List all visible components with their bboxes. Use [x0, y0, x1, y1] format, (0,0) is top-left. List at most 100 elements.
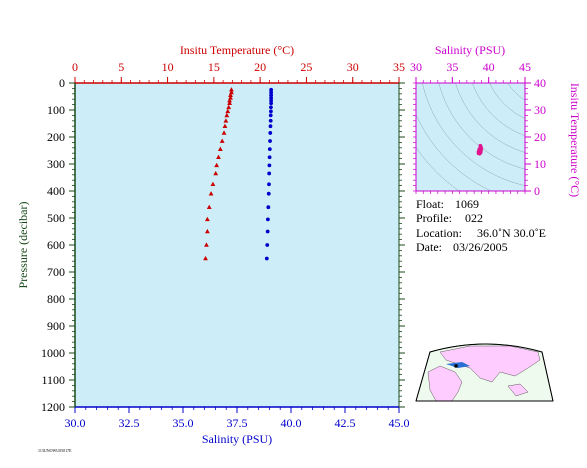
salinity-point — [265, 229, 270, 234]
temperature-point — [214, 162, 220, 168]
temperature-point — [203, 255, 208, 261]
ts-y-tick-label: 40 — [534, 76, 546, 90]
pressure-tick-label: 1200 — [41, 400, 65, 414]
salinity-point — [265, 243, 270, 247]
date-value: 03/26/2005 — [453, 240, 508, 254]
salinity-point — [267, 182, 271, 187]
salinity-point — [269, 93, 274, 98]
salinity-point — [267, 163, 272, 168]
temperature-point — [219, 138, 225, 143]
salinity-point — [269, 98, 274, 103]
location-map — [415, 343, 554, 402]
temperature-point — [208, 191, 214, 196]
pressure-tick-label: 800 — [47, 292, 65, 306]
salinity-axis-title: Salinity (PSU) — [202, 432, 272, 446]
footer-code: 113UNOWU05017E — [38, 448, 72, 453]
salinity-point — [268, 124, 273, 129]
pressure-tick-label: 200 — [47, 130, 65, 144]
salinity-point — [268, 118, 273, 123]
float-info: Float: 1069 Profile: 022 Location: 36.0˚… — [416, 197, 546, 254]
temperature-tick-label: 25 — [300, 60, 312, 74]
pressure-tick-label: 300 — [47, 157, 65, 171]
salinity-point — [269, 87, 274, 92]
salinity-tick-label: 37.5 — [227, 416, 248, 430]
salinity-tick-label: 40.0 — [281, 416, 302, 430]
temperature-point — [225, 108, 231, 114]
pressure-tick-label: 1000 — [41, 346, 65, 360]
ts-temperature-axis-title: Insitu Temperature (°C) — [568, 83, 582, 197]
ts-point — [478, 143, 483, 148]
date-label: Date: — [416, 240, 442, 254]
float-value: 1069 — [455, 197, 479, 211]
salinity-point — [269, 90, 274, 95]
temperature-point — [213, 170, 219, 176]
temperature-point — [227, 97, 232, 103]
salinity-tick-label: 32.5 — [119, 416, 140, 430]
pressure-tick-label: 500 — [47, 211, 65, 225]
salinity-tick-label: 35.0 — [173, 416, 194, 430]
map-frame — [415, 343, 554, 402]
location-label: Location: — [416, 226, 462, 240]
temperature-point — [204, 216, 210, 222]
ts-x-tick-label: 35 — [446, 60, 458, 74]
temperature-point — [204, 242, 209, 247]
ts-salinity-axis-title: Salinity (PSU) — [435, 43, 505, 57]
profile-marks — [203, 87, 274, 261]
temperature-point — [222, 123, 228, 128]
profile-plot-area — [75, 83, 399, 407]
salinity-point — [269, 101, 274, 106]
temperature-point — [227, 100, 232, 106]
salinity-point — [269, 95, 274, 100]
temperature-axis-title: Insitu Temperature (°C) — [180, 43, 294, 57]
salinity-tick-label: 45.0 — [389, 416, 410, 430]
temperature-tick-label: 5 — [118, 60, 124, 74]
temperature-point — [224, 112, 230, 118]
salinity-point — [264, 256, 269, 261]
temperature-tick-label: 0 — [72, 60, 78, 74]
temperature-point — [226, 104, 232, 110]
pressure-tick-label: 600 — [47, 238, 65, 252]
ts-point — [476, 149, 481, 154]
temperature-point — [217, 146, 223, 151]
temperature-point — [216, 154, 221, 160]
profile-label: Profile: — [416, 211, 452, 225]
ts-y-tick-label: 20 — [534, 130, 546, 144]
temperature-point — [210, 181, 216, 187]
temperature-point — [204, 228, 210, 234]
location-value: 36.0˚N 30.0˚E — [477, 226, 546, 240]
temperature-tick-label: 15 — [208, 60, 220, 74]
ts-contour-line — [515, 13, 587, 93]
ts-x-tick-label: 30 — [410, 60, 422, 74]
float-location-marker — [454, 364, 458, 368]
float-label: Float: — [416, 197, 444, 211]
temperature-tick-label: 20 — [254, 60, 266, 74]
temperature-point — [228, 92, 233, 97]
temperature-tick-label: 35 — [393, 60, 405, 74]
salinity-tick-label: 42.5 — [335, 416, 356, 430]
salinity-point — [267, 155, 272, 160]
salinity-point — [267, 171, 272, 176]
ts-y-tick-label: 0 — [534, 184, 540, 198]
pressure-axis-title: Pressure (decibar) — [16, 202, 30, 289]
temperature-tick-label: 10 — [162, 60, 174, 74]
salinity-point — [268, 139, 272, 143]
pressure-tick-label: 700 — [47, 265, 65, 279]
ts-y-tick-label: 10 — [534, 157, 546, 171]
salinity-point — [266, 205, 271, 210]
temperature-tick-label: 30 — [347, 60, 359, 74]
salinity-point — [267, 147, 272, 152]
salinity-tick-label: 30.0 — [65, 416, 86, 430]
salinity-point — [268, 131, 273, 135]
salinity-point — [269, 109, 273, 114]
pressure-tick-label: 900 — [47, 319, 65, 333]
salinity-point — [268, 113, 273, 118]
profile-value: 022 — [465, 211, 483, 225]
profile-axes: 0 5 10 15 20 25 30 35 30.0 32.5 35.0 37.5 40.0 42.5 45… — [41, 60, 410, 430]
salinity-point — [269, 105, 273, 110]
pressure-tick-label: 0 — [59, 76, 65, 90]
ts-x-tick-label: 45 — [519, 60, 531, 74]
temperature-point — [223, 118, 229, 123]
temperature-point — [206, 204, 212, 209]
temperature-point — [229, 87, 234, 92]
